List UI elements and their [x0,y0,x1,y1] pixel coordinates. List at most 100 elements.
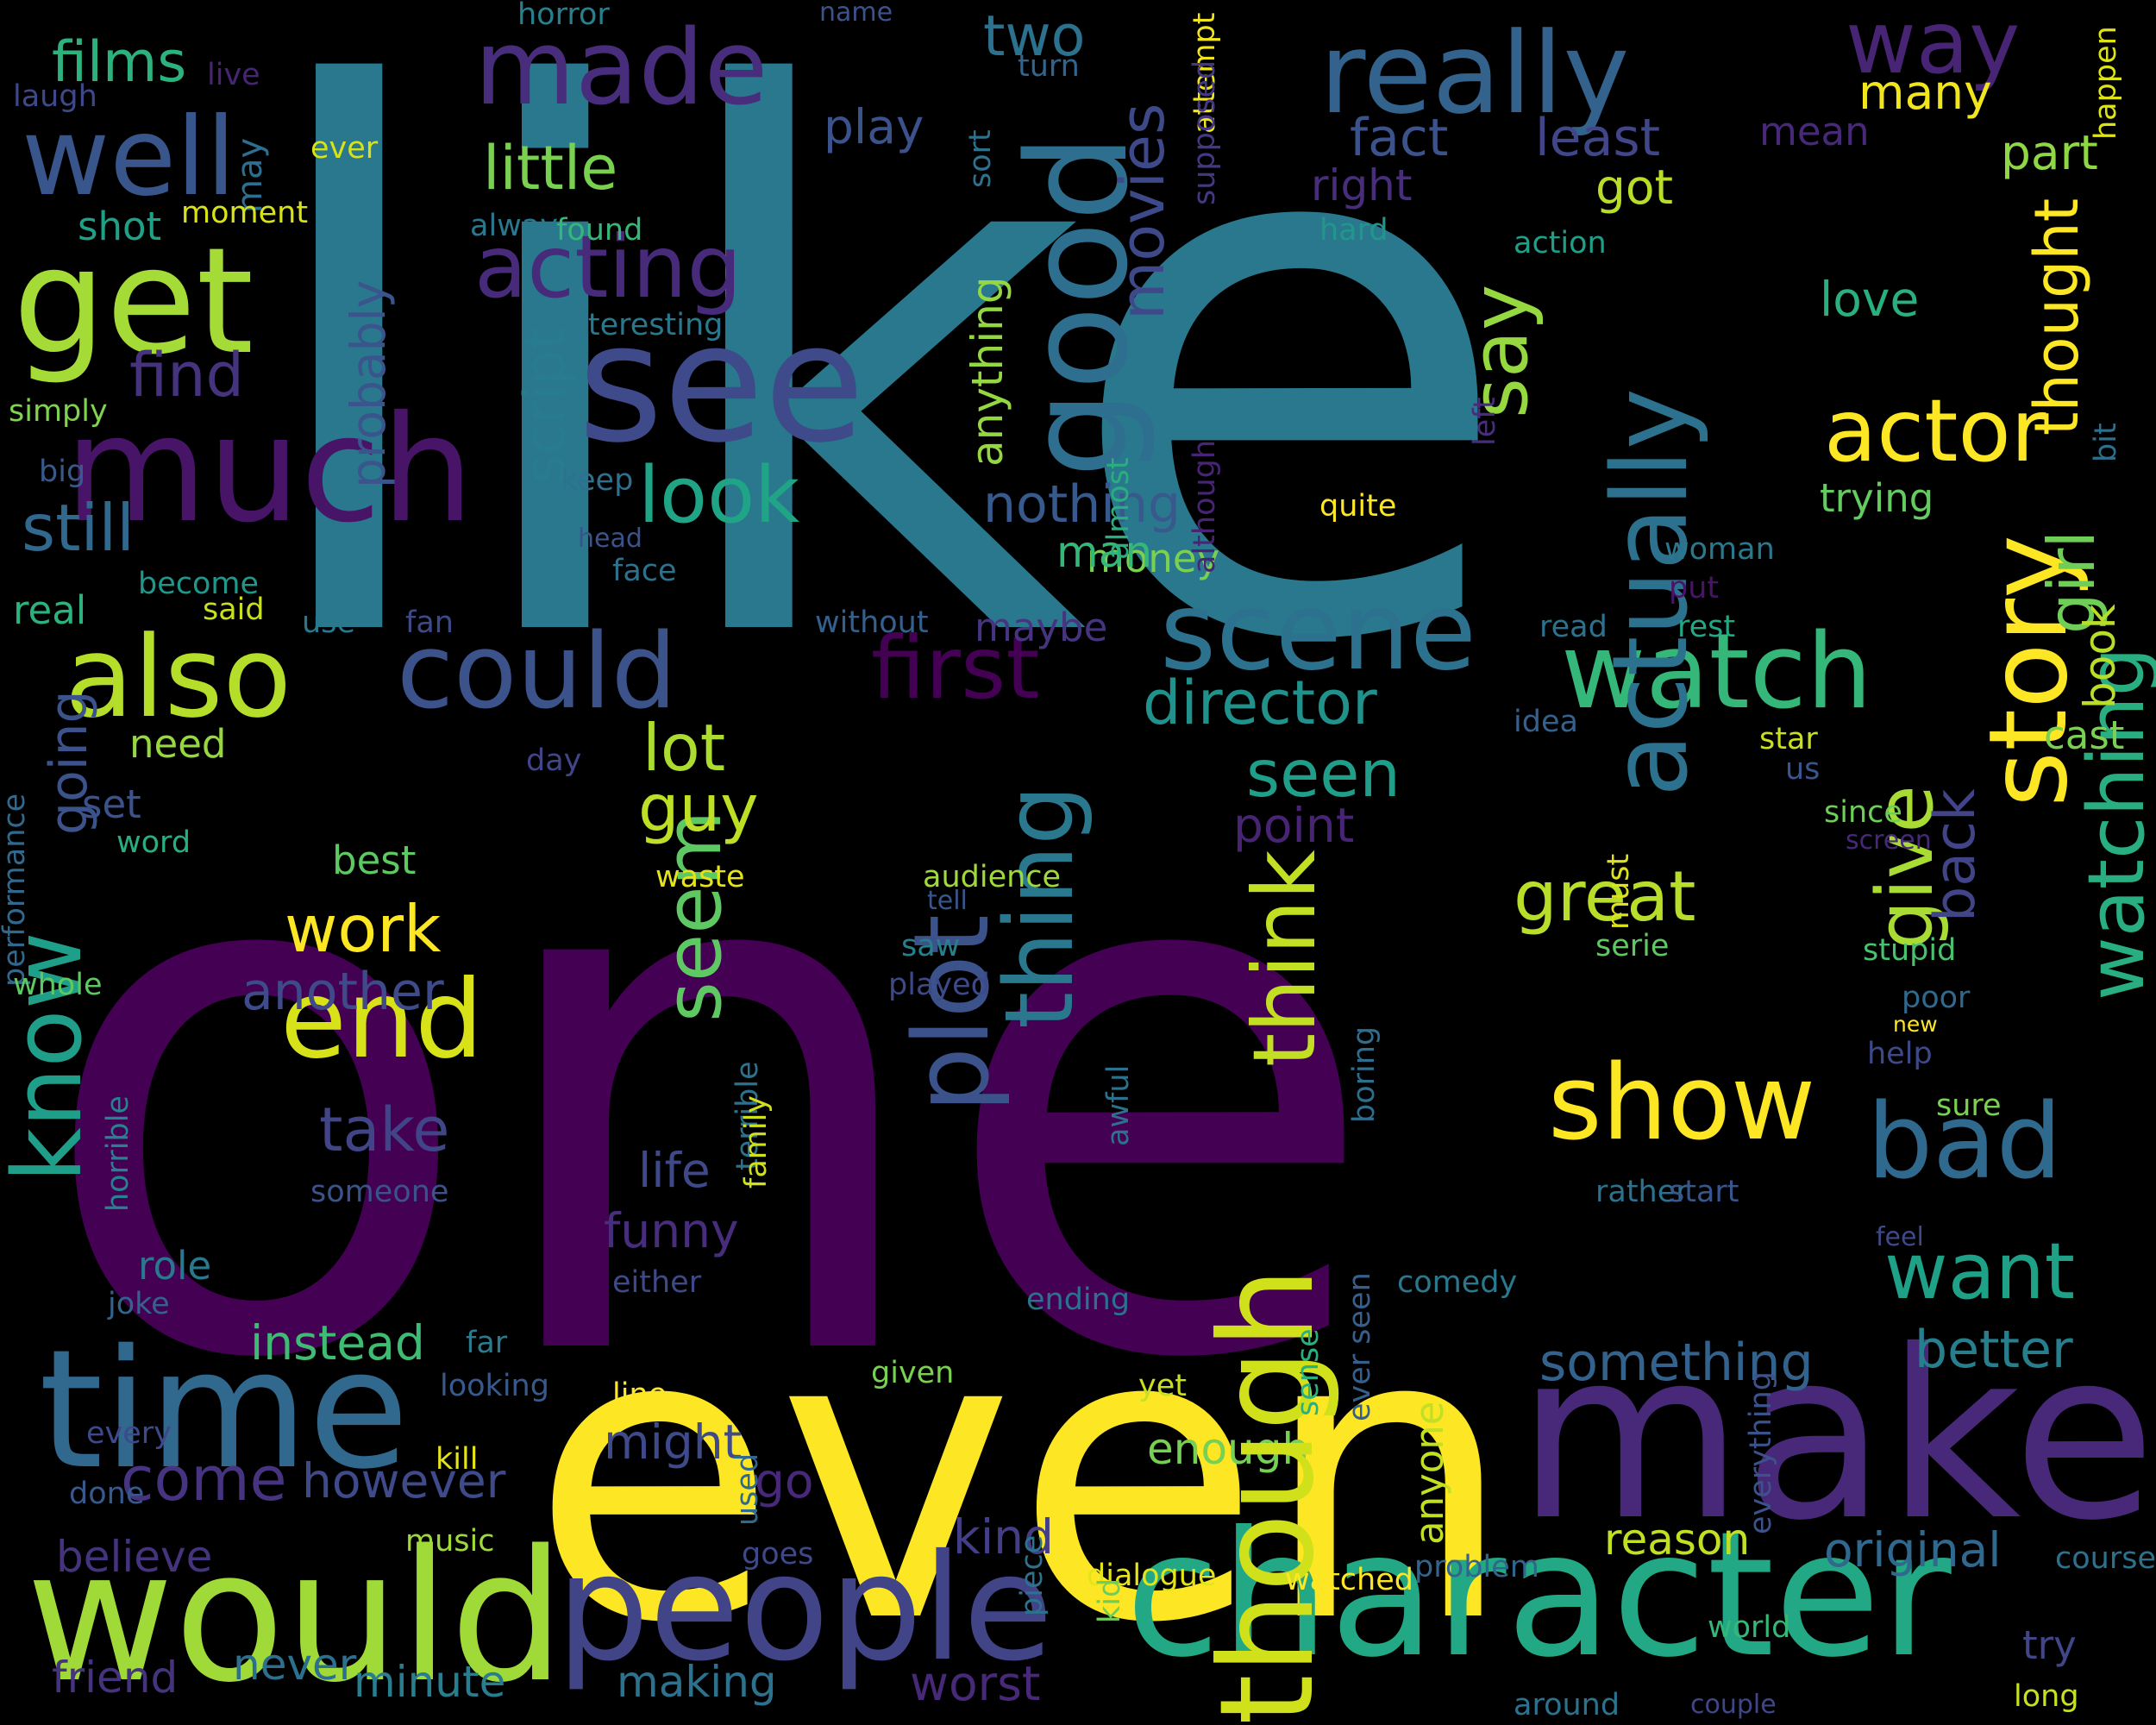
cloud-word-sure: sure [1936,1088,2002,1123]
cloud-word-use: use [302,605,355,640]
cloud-word-simply: simply [9,394,108,429]
cloud-word-made: made [474,9,768,129]
cloud-word-director: director [1143,668,1377,738]
cloud-word-find: find [129,340,244,411]
cloud-word-either: either [612,1265,702,1300]
cloud-word-word: word [116,825,191,860]
cloud-word-well: well [22,95,236,220]
cloud-word-character: character [1125,1495,1952,1696]
cloud-word-course: course [2055,1541,2156,1576]
cloud-word-must: must [1601,853,1636,930]
cloud-word-minute: minute [354,1657,506,1707]
cloud-word-shot: shot [78,204,162,249]
cloud-word-scene: scene [1160,569,1476,694]
cloud-word-script: script [513,327,578,484]
cloud-word-play: play [824,99,924,154]
cloud-word-day: day [526,743,582,778]
cloud-word-awful: awful [1101,1064,1136,1146]
cloud-word-two: two [983,4,1086,69]
cloud-word-think: think [1234,850,1335,1067]
cloud-word-way: way [1846,0,2021,93]
cloud-word-everything: everything [1744,1371,1778,1534]
cloud-word-real: real [13,587,87,633]
cloud-word-book: book [2075,604,2125,709]
cloud-word-life: life [638,1143,711,1198]
cloud-word-saw: saw [901,929,961,963]
cloud-word-star: star [1759,722,1818,756]
cloud-word-ever: ever [310,131,379,166]
cloud-word-right: right [1311,160,1413,210]
cloud-word-many: many [1858,65,1992,120]
cloud-word-funny: funny [604,1203,739,1258]
cloud-word-reason: reason [1604,1515,1751,1565]
cloud-word-great: great [1514,856,1696,937]
cloud-word-set: set [82,781,141,827]
cloud-word-line: line [612,1377,667,1412]
cloud-word-horrible: horrible [101,1095,135,1212]
cloud-word-yet: yet [1138,1369,1187,1403]
cloud-word-look: look [638,450,800,541]
cloud-word-anyone: anyone [1407,1401,1452,1545]
cloud-word-read: read [1539,610,1608,644]
cloud-word-dialogue: dialogue [1087,1559,1217,1593]
cloud-word-since: since [1824,795,1902,830]
cloud-word-first: first [871,618,1040,718]
cloud-word-come: come [121,1444,287,1515]
cloud-word-bad: bad [1867,1082,2062,1202]
cloud-word-sense: sense [1291,1328,1326,1416]
cloud-word-might: might [604,1414,743,1470]
cloud-word-thing: thing [984,785,1094,1029]
cloud-word-another: another [241,962,444,1022]
cloud-word-better: better [1915,1320,2073,1380]
cloud-word-still: still [22,490,135,566]
cloud-word-watch: watch [1561,612,1872,732]
cloud-word-boring: boring [1347,1026,1382,1123]
cloud-word-see: see [578,288,865,479]
cloud-word-family: family [739,1095,774,1189]
cloud-word-piece: piece [1015,1534,1050,1616]
cloud-word-mean: mean [1759,109,1870,154]
cloud-word-least: least [1535,108,1661,168]
cloud-word-seen: seen [1246,736,1401,812]
cloud-word-goes: goes [742,1537,814,1571]
cloud-word-whole: whole [13,968,103,1002]
cloud-word-guy: guy [638,770,759,846]
cloud-word-end: end [280,957,484,1082]
cloud-word-actor: actor [1824,380,2046,481]
cloud-word-however: however [302,1453,506,1509]
cloud-word-sort: sort [963,129,998,188]
cloud-word-kind: kind [953,1509,1054,1565]
cloud-word-although: although [1188,439,1222,574]
cloud-word-need: need [129,721,227,767]
cloud-word-fact: fact [1350,108,1449,168]
cloud-word-nothing: nothing [983,474,1181,535]
cloud-word-watched: watched [1285,1563,1413,1597]
cloud-word-left: left [1468,397,1502,446]
cloud-word-part: part [2001,125,2098,180]
cloud-word-serie: serie [1595,929,1670,963]
cloud-word-turn: turn [1018,49,1080,84]
cloud-word-comedy: comedy [1397,1265,1518,1300]
cloud-word-put: put [1669,571,1720,605]
cloud-word-anything: anything [962,276,1012,467]
cloud-word-maybe: maybe [975,605,1108,650]
cloud-word-point: point [1233,798,1355,853]
cloud-word-used: used [730,1452,765,1526]
cloud-word-trying: trying [1820,475,1934,521]
cloud-word-idea: idea [1514,705,1578,739]
cloud-word-one: one [34,674,1383,1517]
cloud-word-man: man [1056,527,1153,577]
cloud-word-help: help [1867,1037,1933,1071]
cloud-word-someone: someone [310,1175,449,1209]
cloud-word-almost: almost [1101,457,1136,560]
cloud-word-lot: lot [642,710,726,786]
cloud-word-got: got [1595,160,1674,215]
cloud-word-live: live [207,58,260,92]
cloud-word-rest: rest [1677,610,1736,644]
cloud-word-poor: poor [1902,981,1971,1015]
cloud-word-feel: feel [1876,1222,1924,1252]
cloud-word-also: also [65,612,292,743]
cloud-word-even: even [530,1243,1516,1710]
cloud-word-new: new [1893,1012,1938,1037]
